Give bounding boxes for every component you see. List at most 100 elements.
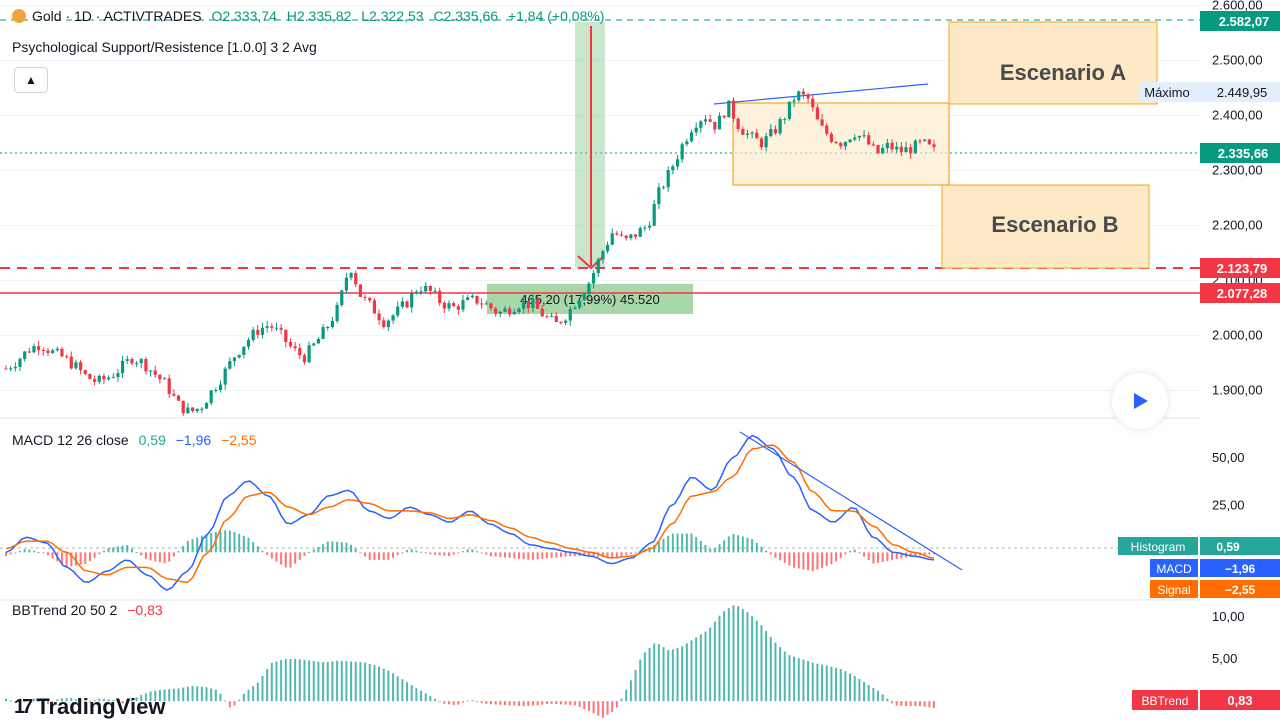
label-histogram-text: Histogram xyxy=(1131,540,1186,554)
candle-body xyxy=(46,350,50,353)
label-signal-bg xyxy=(1200,580,1280,598)
bbtrend-bar xyxy=(769,636,772,702)
symbol-legend[interactable]: Gold · 1D · ACTIVTRADES O2.333,74 H2.335… xyxy=(12,8,610,24)
bbtrend-bar xyxy=(70,697,73,702)
candle-body xyxy=(23,351,27,359)
macd-hist-bar xyxy=(835,552,838,562)
candle-body xyxy=(130,359,134,364)
chevron-up-icon: ▲ xyxy=(25,73,37,87)
macd-hist-bar xyxy=(294,552,297,564)
candle-body xyxy=(540,308,544,317)
indicator-legend[interactable]: Psychological Support/Resistence [1.0.0]… xyxy=(12,39,323,55)
label-red-dashed-bg xyxy=(1200,258,1280,278)
candle-body xyxy=(545,316,549,318)
candle-body xyxy=(531,299,535,309)
candle-body xyxy=(629,234,633,239)
macd-hist-bar xyxy=(177,551,180,553)
macd-hist-bar xyxy=(849,551,852,553)
macd-tick: 25,00 xyxy=(1212,497,1245,512)
bbtrend-bar xyxy=(172,688,175,702)
candle-body xyxy=(633,234,638,237)
macd-hist-bar xyxy=(331,541,334,553)
bbtrend-bar xyxy=(392,673,395,702)
bbtrend-bar xyxy=(205,687,208,702)
bbtrend-bar xyxy=(289,659,292,702)
collapse-legend-button[interactable]: ▲ xyxy=(14,67,48,93)
label-red-solid-bg xyxy=(1200,283,1280,303)
macd-hist-bar xyxy=(513,552,516,559)
scenario-b-box[interactable] xyxy=(941,184,1150,269)
macd-hist-bar xyxy=(517,552,520,559)
macd-hist-bar xyxy=(541,552,544,559)
candle-body xyxy=(503,308,507,312)
candle-body xyxy=(447,303,451,309)
candle-body xyxy=(466,297,470,301)
candle-body xyxy=(209,390,213,404)
macd-hist-bar xyxy=(503,552,506,558)
bbtrend-bar xyxy=(625,689,628,702)
bbtrend-bar xyxy=(573,701,576,706)
bbtrend-legend[interactable]: BBTrend 20 50 2 −0,83 xyxy=(12,602,169,618)
price-axis[interactable]: 2.600,00 2.500,00 2.400,00 2.300,00 2.200,00… xyxy=(1212,0,1263,398)
candle-body xyxy=(74,362,78,369)
candle-body xyxy=(522,300,526,309)
bbtrend-bar xyxy=(466,700,469,702)
macd-legend[interactable]: MACD 12 26 close 0,59 −1,96 −2,55 xyxy=(12,432,263,448)
bbtrend-bar xyxy=(102,698,105,702)
macd-hist-bar xyxy=(765,550,768,553)
candle-body xyxy=(158,374,162,380)
macd-hist-bar xyxy=(573,552,576,557)
candle-body xyxy=(340,290,344,306)
macd-hist-bar xyxy=(312,549,315,553)
candle-body xyxy=(890,142,894,150)
bbtrend-bar xyxy=(779,647,782,702)
bbtrend-bar xyxy=(587,701,590,712)
candle-body xyxy=(172,393,176,396)
macd-hist-bar xyxy=(545,552,548,559)
trendline-upper[interactable] xyxy=(713,83,929,105)
bbtrend-bar xyxy=(107,699,110,702)
label-red-solid-value: 2.077,28 xyxy=(1217,286,1268,301)
brand-name: TradingView xyxy=(36,694,166,719)
macd-hist-bar xyxy=(238,533,241,553)
bbtrend-bar xyxy=(559,701,562,705)
candle-body xyxy=(391,315,395,321)
tradingview-logo[interactable]: 17 TradingView xyxy=(14,694,165,720)
macd-hist-bar xyxy=(252,542,255,553)
bbtrend-bar xyxy=(746,612,749,702)
macd-trendline[interactable] xyxy=(739,431,963,571)
macd-hist-bar xyxy=(233,532,236,553)
bbtrend-bar xyxy=(228,701,231,708)
bbtrend-bar xyxy=(578,701,581,707)
bbtrend-bar xyxy=(881,694,884,702)
candle-body xyxy=(867,135,871,145)
macd-hist-bar xyxy=(774,552,777,558)
scenario-a-box[interactable] xyxy=(948,21,1158,105)
bbtrend-bar xyxy=(475,701,478,703)
replay-play-button[interactable] xyxy=(1112,373,1168,429)
macd-hist-bar xyxy=(606,552,609,558)
bbtrend-bar xyxy=(527,701,530,706)
candle-body xyxy=(895,146,899,150)
macd-hist-bar xyxy=(746,537,749,553)
candle-body xyxy=(927,139,931,145)
candle-body xyxy=(260,327,265,335)
bbtrend-bar xyxy=(709,627,712,702)
candle-body xyxy=(484,303,488,305)
macd-hist-bar xyxy=(373,552,376,560)
macd-axis[interactable]: 50,00 25,00 xyxy=(1212,450,1245,512)
macd-hist-bar xyxy=(107,548,110,553)
candle-body xyxy=(526,300,530,309)
macd-hist-bar xyxy=(718,544,721,553)
candle-body xyxy=(358,284,363,297)
bbtrend-axis[interactable]: 10,00 5,00 xyxy=(1212,609,1245,666)
label-bbtrend-value: 0,83 xyxy=(1227,693,1252,708)
bbtrend-bar xyxy=(489,701,492,705)
bbtrend-bar xyxy=(23,701,26,703)
candle-body xyxy=(885,142,889,149)
candles xyxy=(4,88,936,417)
macd-hist-bar xyxy=(858,552,861,554)
bbtrend-bar xyxy=(28,699,31,702)
bbtrend-bar xyxy=(364,662,367,702)
